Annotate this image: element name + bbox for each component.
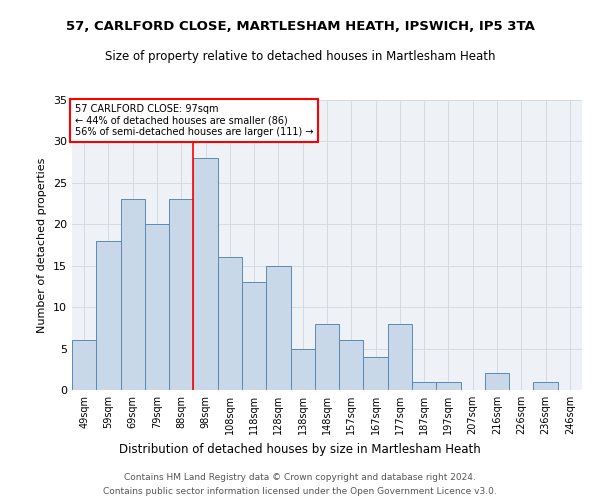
Bar <box>242 282 266 390</box>
Bar <box>364 357 388 390</box>
Bar <box>266 266 290 390</box>
Bar <box>169 200 193 390</box>
Bar <box>485 374 509 390</box>
Bar <box>121 200 145 390</box>
Text: Size of property relative to detached houses in Martlesham Heath: Size of property relative to detached ho… <box>105 50 495 63</box>
Bar <box>436 382 461 390</box>
Y-axis label: Number of detached properties: Number of detached properties <box>37 158 47 332</box>
Text: Contains HM Land Registry data © Crown copyright and database right 2024.: Contains HM Land Registry data © Crown c… <box>124 472 476 482</box>
Bar <box>218 258 242 390</box>
Text: Contains public sector information licensed under the Open Government Licence v3: Contains public sector information licen… <box>103 488 497 496</box>
Bar <box>193 158 218 390</box>
Bar <box>72 340 96 390</box>
Bar <box>96 241 121 390</box>
Bar <box>315 324 339 390</box>
Text: 57, CARLFORD CLOSE, MARTLESHAM HEATH, IPSWICH, IP5 3TA: 57, CARLFORD CLOSE, MARTLESHAM HEATH, IP… <box>65 20 535 33</box>
Bar <box>388 324 412 390</box>
Bar <box>412 382 436 390</box>
Bar <box>290 348 315 390</box>
Bar <box>533 382 558 390</box>
Bar <box>145 224 169 390</box>
Text: 57 CARLFORD CLOSE: 97sqm
← 44% of detached houses are smaller (86)
56% of semi-d: 57 CARLFORD CLOSE: 97sqm ← 44% of detach… <box>75 104 313 138</box>
Text: Distribution of detached houses by size in Martlesham Heath: Distribution of detached houses by size … <box>119 442 481 456</box>
Bar <box>339 340 364 390</box>
